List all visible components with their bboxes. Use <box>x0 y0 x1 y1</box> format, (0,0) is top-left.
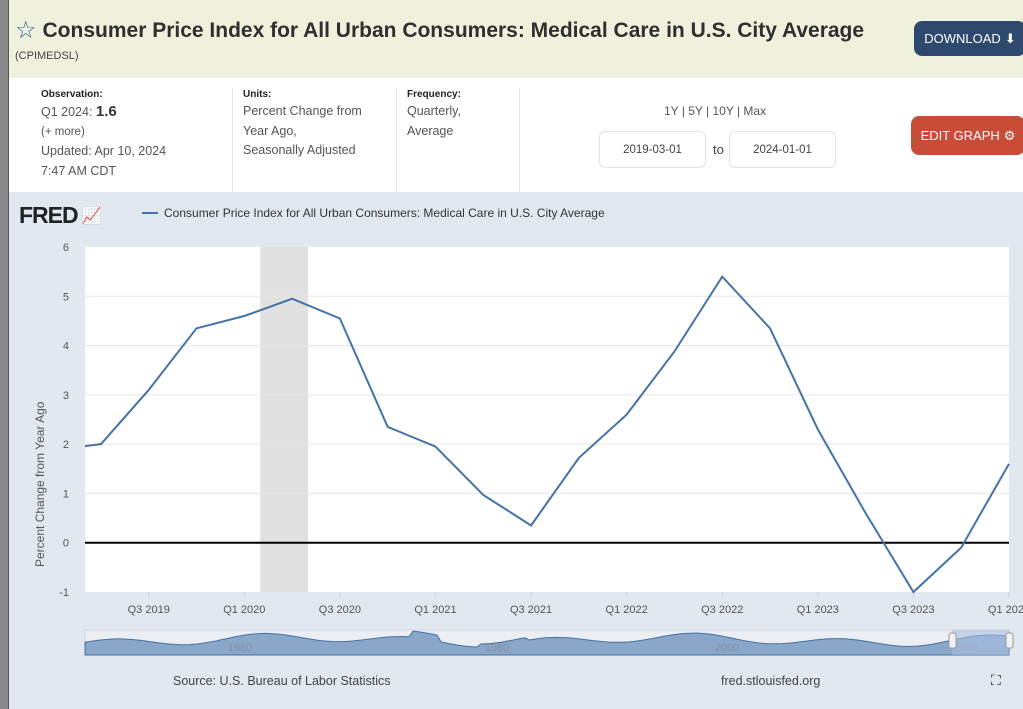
x-tick-label: Q3 2023 <box>892 604 934 616</box>
navigator-handle[interactable] <box>1005 632 1014 649</box>
updated-text: Updated: Apr 10, 2024 <box>41 144 167 158</box>
x-tick-label: Q3 2020 <box>319 604 361 616</box>
recession-shading <box>260 247 309 592</box>
x-tick-label: Q3 2019 <box>128 604 170 616</box>
x-tick-label: Q1 2021 <box>414 604 456 616</box>
divider <box>396 88 397 192</box>
navigator-handle[interactable] <box>948 632 957 649</box>
observation-period: Q1 2024: <box>41 105 93 119</box>
download-label: DOWNLOAD <box>924 31 1001 46</box>
units-line: Percent Change from <box>243 104 362 118</box>
units-line: Seasonally Adjusted <box>243 143 356 157</box>
x-tick-label: Q1 2023 <box>797 604 839 616</box>
edit-graph-button[interactable]: EDIT GRAPH ⚙ <box>911 116 1023 155</box>
frequency-col: Frequency: Quarterly, Average <box>407 88 461 141</box>
observation-value: 1.6 <box>95 103 117 120</box>
legend: Consumer Price Index for All Urban Consu… <box>142 206 605 220</box>
observation-label: Observation: <box>41 89 103 100</box>
series-header: ☆ Consumer Price Index for All Urban Cons… <box>9 0 1023 78</box>
to-label: to <box>713 142 724 157</box>
navigator-series <box>84 630 1010 656</box>
more-link[interactable]: (+ more) <box>41 125 85 138</box>
x-tick-label: Q3 2021 <box>510 604 552 616</box>
divider <box>519 88 520 192</box>
series-id: (CPIMEDSL) <box>15 50 79 62</box>
title-text: Consumer Price Index for All Urban Consu… <box>42 18 865 42</box>
gear-icon: ⚙ <box>1003 127 1016 143</box>
divider <box>232 88 233 192</box>
download-button[interactable]: DOWNLOAD ⬇ <box>914 21 1023 56</box>
frequency-line: Average <box>407 123 454 138</box>
units-label: Units: <box>243 89 272 100</box>
legend-swatch <box>142 212 158 214</box>
source-text: Source: U.S. Bureau of Labor Statistics <box>173 674 391 688</box>
navigator-label: 2000 <box>715 642 739 654</box>
window-border <box>0 0 9 709</box>
y-tick-label: 0 <box>63 538 69 550</box>
legend-label: Consumer Price Index for All Urban Consu… <box>164 206 605 220</box>
range-links[interactable]: 1Y | 5Y | 10Y | Max <box>664 104 767 118</box>
plot-background <box>85 247 1009 592</box>
y-tick-label: 5 <box>63 291 69 303</box>
x-tick-label: Q1 2024 <box>988 604 1023 616</box>
units-line: Year Ago, <box>243 123 297 138</box>
y-tick-label: 1 <box>63 488 69 500</box>
updated-time: 7:47 AM CDT <box>41 163 117 178</box>
navigator-label: 1960 <box>228 642 252 654</box>
page-title: ☆ Consumer Price Index for All Urban Cons… <box>15 16 864 45</box>
edit-label: EDIT GRAPH <box>920 128 1000 143</box>
site-link[interactable]: fred.stlouisfed.org <box>721 674 821 688</box>
y-tick-label: 3 <box>63 390 69 402</box>
observation-col: Observation: Q1 2024: 1.6 (+ more) Updat… <box>41 88 166 181</box>
navigator-selection <box>952 630 1009 655</box>
download-icon: ⬇ <box>1004 30 1016 46</box>
chart-area: FRED 📈 Consumer Price Index for All Urban… <box>9 192 1023 709</box>
frequency-line: Quarterly, <box>407 104 461 118</box>
x-tick-label: Q1 2022 <box>606 604 648 616</box>
info-panel: Observation: Q1 2024: 1.6 (+ more) Updat… <box>9 78 1023 192</box>
x-tick-label: Q1 2020 <box>223 604 265 616</box>
star-icon[interactable]: ☆ <box>15 17 37 44</box>
frequency-label: Frequency: <box>407 89 461 100</box>
logo-text: FRED <box>19 202 79 228</box>
y-tick-label: 2 <box>63 439 69 451</box>
fred-logo: FRED 📈 <box>19 202 102 229</box>
end-date-input[interactable]: 2024-01-01 <box>729 131 836 168</box>
y-tick-label: 4 <box>63 341 69 353</box>
units-col: Units: Percent Change from Year Ago, Sea… <box>243 88 362 161</box>
start-date-input[interactable]: 2019-03-01 <box>599 131 706 168</box>
chart-icon: 📈 <box>81 207 102 225</box>
y-tick-label: 6 <box>63 242 69 254</box>
x-tick-label: Q3 2022 <box>701 604 743 616</box>
fullscreen-icon[interactable]: ⛶ <box>991 672 1001 688</box>
y-tick-label: -1 <box>59 587 69 599</box>
chart-svg: 6 5 4 3 2 1 0 -1 Q3 2019 Q1 2020 Q3 2020 Q1 2021 Q3 … <box>59 242 1023 656</box>
navigator-label: 1980 <box>485 642 509 654</box>
